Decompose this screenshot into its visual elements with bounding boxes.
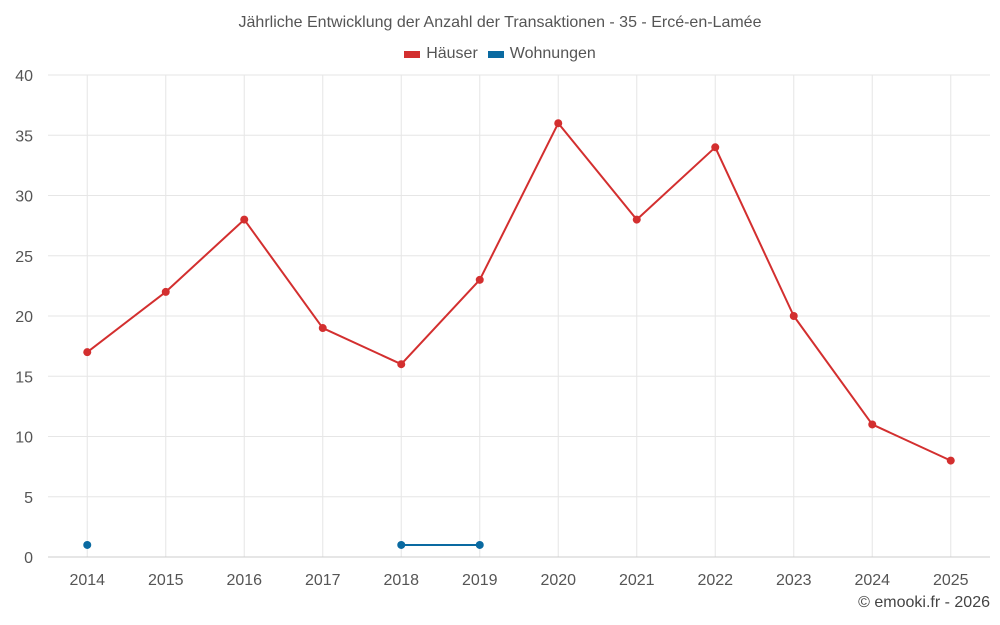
data-point-haeuser [318, 324, 327, 333]
data-point-haeuser [240, 215, 249, 224]
y-tick-label: 40 [15, 68, 33, 85]
x-tick-label: 2023 [776, 572, 812, 589]
credit-text: © emooki.fr - 2026 [858, 594, 990, 611]
series-line-haeuser [86, 122, 952, 462]
y-tick-label: 5 [24, 490, 33, 507]
x-tick-label: 2025 [933, 572, 969, 589]
x-tick-label: 2018 [383, 572, 419, 589]
data-point-haeuser [789, 312, 798, 320]
data-point-haeuser [946, 456, 955, 465]
chart-title: Jährliche Entwicklung der Anzahl der Tra… [238, 14, 762, 31]
y-tick-label: 15 [15, 369, 33, 386]
x-tick-label: 2016 [226, 572, 262, 589]
x-tick-label: 2021 [619, 572, 655, 589]
legend-item-haeuser[interactable]: Häuser [404, 45, 478, 63]
legend-swatch-wohnungen [487, 50, 504, 58]
data-point-haeuser [868, 420, 877, 429]
x-tick-label: 2015 [148, 572, 184, 589]
x-tick-label: 2020 [540, 572, 576, 589]
y-tick-label: 20 [15, 309, 33, 326]
legend-swatch-haeuser [404, 50, 421, 58]
data-point-haeuser [632, 215, 641, 224]
x-tick-label: 2024 [854, 572, 890, 589]
data-point-haeuser [83, 348, 92, 357]
data-point-wohnungen [475, 540, 484, 549]
data-point-haeuser [475, 275, 484, 284]
chart-legend: Häuser Wohnungen [0, 45, 1000, 63]
data-point-haeuser [161, 287, 170, 296]
legend-item-wohnungen[interactable]: Wohnungen [487, 45, 596, 63]
x-tick-label: 2019 [462, 572, 498, 589]
data-point-haeuser [397, 360, 406, 369]
data-point-wohnungen [83, 540, 92, 549]
legend-label-wohnungen: Wohnungen [509, 45, 596, 62]
x-tick-label: 2017 [305, 572, 341, 589]
y-tick-label: 25 [15, 249, 33, 266]
y-tick-label: 35 [15, 128, 33, 145]
data-point-haeuser [554, 119, 563, 128]
legend-label-haeuser: Häuser [426, 45, 478, 62]
data-point-wohnungen [397, 540, 406, 549]
y-tick-label: 0 [24, 550, 33, 567]
y-tick-label: 10 [15, 430, 33, 447]
x-tick-label: 2014 [69, 572, 105, 589]
data-point-haeuser [711, 143, 720, 152]
x-tick-label: 2022 [697, 572, 733, 589]
y-tick-label: 30 [15, 189, 33, 206]
